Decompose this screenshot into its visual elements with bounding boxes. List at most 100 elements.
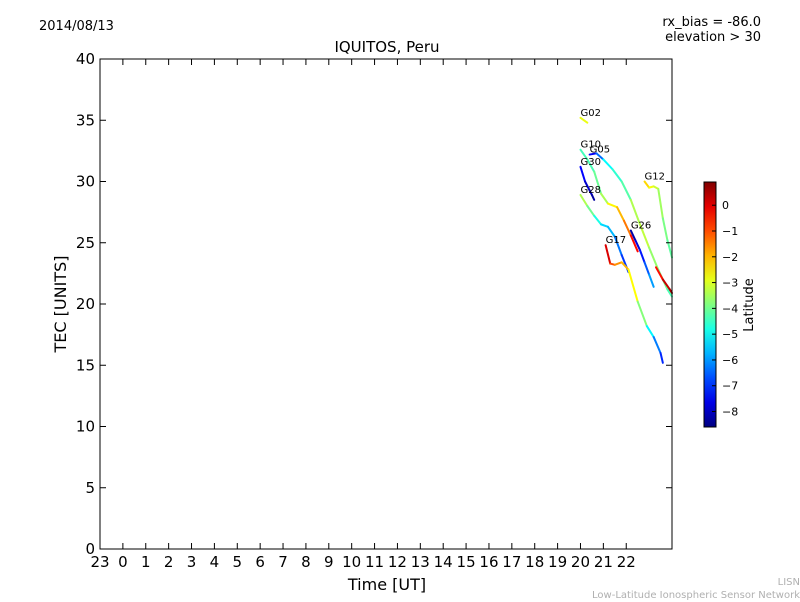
series-segment bbox=[579, 165, 587, 183]
series-G17-line bbox=[604, 244, 664, 364]
series-segment bbox=[579, 193, 589, 207]
series-G02-line bbox=[579, 116, 589, 124]
colorbar-tick-label: −6 bbox=[722, 354, 738, 367]
footer-lisn: LISN bbox=[777, 577, 800, 588]
series-segment bbox=[600, 192, 609, 205]
y-tick-label: 5 bbox=[85, 479, 95, 497]
series-G10-line bbox=[579, 148, 639, 253]
series-segment bbox=[595, 152, 605, 161]
series-segment bbox=[611, 168, 623, 183]
x-tick-label: 6 bbox=[255, 553, 265, 571]
colorbar-tick-label: −2 bbox=[722, 251, 738, 264]
colorbar-tick-label: −3 bbox=[722, 277, 738, 290]
series-segment bbox=[622, 219, 632, 237]
plot-frame bbox=[99, 58, 673, 550]
series-segment bbox=[613, 235, 623, 256]
x-tick-label: 1 bbox=[141, 553, 151, 571]
y-tick-label: 30 bbox=[76, 173, 95, 191]
series-segment bbox=[643, 261, 651, 276]
series-segment bbox=[652, 336, 662, 354]
series-segment bbox=[629, 234, 639, 253]
series-segment bbox=[648, 273, 655, 288]
colorbar-tick-label: −5 bbox=[722, 328, 738, 341]
x-tick-label: 17 bbox=[502, 553, 521, 571]
colorbar-gradient bbox=[703, 181, 717, 428]
colorbar: 0 −1 −2 −3 −4 −5 −6 −7 −8 Latitude bbox=[703, 181, 757, 428]
x-tick-label: 2 bbox=[164, 553, 174, 571]
y-axis: 0 5 10 15 20 25 30 35 40 bbox=[76, 50, 672, 558]
series-unlabeled-line bbox=[654, 266, 673, 294]
y-tick-label: 25 bbox=[76, 234, 95, 252]
y-tick-label: 0 bbox=[85, 540, 95, 558]
x-tick-label: 20 bbox=[571, 553, 590, 571]
x-axis-label: Time [UT] bbox=[347, 575, 426, 594]
series-G26-line bbox=[629, 229, 655, 288]
x-tick-label: 16 bbox=[479, 553, 498, 571]
y-tick-label: 35 bbox=[76, 111, 95, 129]
series-segment bbox=[620, 261, 630, 271]
x-tick-label: 21 bbox=[594, 553, 613, 571]
series-G28-line bbox=[579, 193, 630, 274]
series-segment bbox=[579, 148, 589, 161]
series-segment bbox=[586, 205, 596, 217]
x-tick-label: 8 bbox=[301, 553, 311, 571]
colorbar-tick-label: −8 bbox=[722, 406, 738, 419]
series-segment bbox=[593, 170, 603, 195]
x-tick-label: 9 bbox=[324, 553, 334, 571]
series-segment bbox=[648, 246, 660, 271]
x-tick-label: 12 bbox=[388, 553, 407, 571]
series-layer bbox=[579, 116, 673, 364]
colorbar-ticks: 0 −1 −2 −3 −4 −5 −6 −7 −8 bbox=[712, 199, 738, 419]
x-tick-label: 23 bbox=[90, 553, 109, 571]
series-segment bbox=[629, 198, 641, 226]
colorbar-tick-label: −4 bbox=[722, 302, 738, 315]
series-segment bbox=[634, 239, 641, 252]
series-label: G10 bbox=[580, 140, 600, 151]
series-label: G30 bbox=[580, 157, 600, 168]
rx-bias-label: rx_bias = -86.0 bbox=[662, 15, 761, 30]
x-tick-label: 19 bbox=[548, 553, 567, 571]
series-segment bbox=[661, 217, 669, 242]
x-tick-label: 10 bbox=[342, 553, 361, 571]
series-segment bbox=[643, 180, 651, 189]
series-segment bbox=[613, 261, 623, 266]
series-segment bbox=[661, 278, 671, 291]
y-tick-label: 10 bbox=[76, 418, 95, 436]
elevation-label: elevation > 30 bbox=[665, 30, 761, 45]
series-segment bbox=[593, 214, 603, 226]
series-segment bbox=[590, 193, 596, 201]
chart-title: IQUITOS, Peru bbox=[334, 38, 439, 56]
colorbar-tick-label: −7 bbox=[722, 380, 738, 393]
series-segment bbox=[606, 202, 619, 209]
x-axis: 23 0 1 2 3 4 5 6 7 8 9 10 11 12 13 14 15 16 17 18 19 20 21 22 bbox=[90, 59, 636, 571]
colorbar-tick-label: −1 bbox=[722, 225, 738, 238]
series-segment bbox=[666, 288, 673, 298]
footer-network: Low-Latitude Ionospheric Sensor Network bbox=[592, 590, 800, 601]
date-label: 2014/08/13 bbox=[39, 19, 114, 34]
series-segment bbox=[654, 266, 664, 281]
x-tick-label: 11 bbox=[365, 553, 384, 571]
series-segment bbox=[606, 225, 616, 238]
x-tick-label: 18 bbox=[525, 553, 544, 571]
x-tick-label: 0 bbox=[118, 553, 128, 571]
x-tick-label: 15 bbox=[457, 553, 476, 571]
x-tick-label: 4 bbox=[210, 553, 220, 571]
series-segment bbox=[638, 249, 646, 264]
x-tick-label: 5 bbox=[233, 553, 243, 571]
series-segment bbox=[588, 152, 598, 156]
y-axis-label: TEC [UNITS] bbox=[51, 256, 70, 354]
x-tick-label: 14 bbox=[434, 553, 453, 571]
series-label: G26 bbox=[631, 221, 651, 232]
series-G30-line bbox=[579, 165, 596, 201]
series-segment bbox=[657, 187, 664, 220]
x-tick-label: 22 bbox=[617, 553, 636, 571]
series-segment bbox=[645, 325, 655, 339]
series-segment bbox=[659, 352, 664, 364]
series-label: G05 bbox=[590, 145, 610, 156]
y-tick-label: 15 bbox=[76, 356, 95, 374]
series-G05-line bbox=[588, 152, 673, 298]
series-label: G28 bbox=[580, 185, 600, 196]
series-segment bbox=[586, 158, 596, 173]
